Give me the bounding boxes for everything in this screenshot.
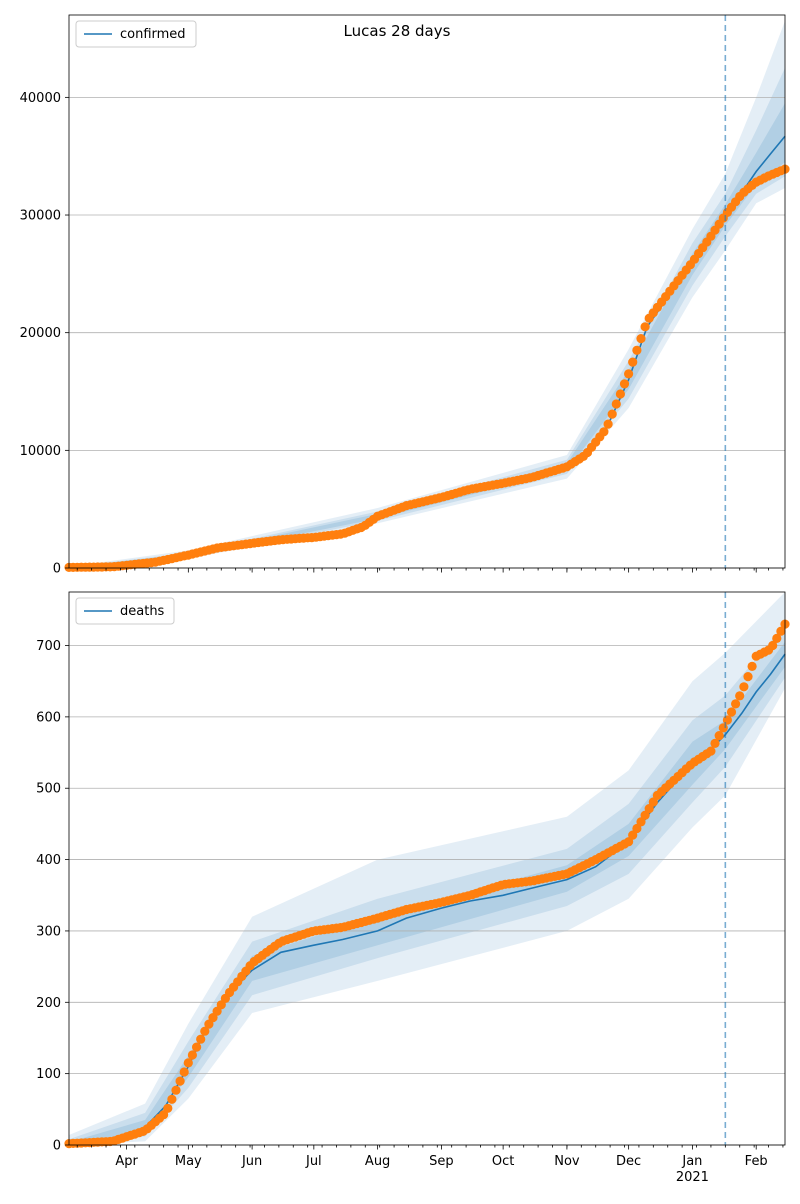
confirmed-legend: confirmed [75,20,197,48]
observed-point [615,389,626,399]
deaths-panel: 0 100 200 300 400 500 600 700 Apr May Jun Jul Aug Sep… [36,591,790,1185]
observed-point [628,830,638,840]
observed-point [636,334,646,344]
y-tick-label: 20000 [20,326,61,341]
x-tick-label: Dec [616,1154,641,1169]
deaths-observed-points [64,619,790,1149]
x-year-label: 2021 [676,1170,709,1185]
observed-point [714,731,724,741]
y-tick-label: 40000 [20,91,61,106]
x-tick-label: Jul [305,1154,322,1169]
observed-point [768,640,778,651]
x-tick-label: Sep [429,1154,454,1169]
observed-point [640,810,650,820]
observed-point [611,399,621,409]
observed-point [187,1050,197,1060]
observed-point [776,626,786,636]
y-tick-label: 500 [36,782,61,797]
y-tick-label: 0 [53,562,61,577]
observed-point [731,699,741,709]
observed-point [200,1026,210,1036]
observed-point [179,1067,189,1077]
x-tick-label: Nov [554,1154,580,1169]
observed-point [628,357,638,367]
observed-point [163,1103,173,1113]
observed-point [196,1034,206,1044]
chart-title: Lucas 28 days [344,22,451,40]
observed-point [183,1058,193,1068]
y-tick-label: 700 [36,639,61,654]
outer-credible-band [69,592,785,1145]
observed-point [718,723,728,733]
observed-point [607,409,617,419]
plot-frame [68,14,786,569]
y-tick-label: 10000 [20,444,61,459]
observed-point [735,691,745,701]
observed-point [648,797,658,807]
legend-label-confirmed: confirmed [120,27,186,42]
y-tick-label: 600 [36,710,61,725]
observed-point [726,707,737,717]
observed-point [624,369,634,379]
x-tick-label: Apr [115,1154,138,1169]
x-tick-label: Oct [492,1154,514,1169]
observed-point [710,738,720,749]
deaths-legend: deaths [75,597,175,625]
observed-point [772,633,782,644]
observed-point [739,682,749,692]
observed-point [603,419,613,429]
x-tick-label: Jan [681,1154,702,1169]
observed-point [743,672,753,682]
observed-point [644,804,654,814]
x-tick-label: May [175,1154,202,1169]
y-tick-label: 30000 [20,209,61,224]
observed-point [632,823,642,834]
observed-point [632,345,642,355]
deaths-axes: 0 100 200 300 400 500 600 700 Apr May Jun Jul Aug Sep… [36,591,786,1185]
x-tick-label: Feb [745,1154,768,1169]
confirmed-observed-points [64,164,790,573]
observed-point [640,322,650,332]
plot-frame [68,591,786,1146]
observed-point [747,661,757,672]
observed-point [706,746,716,756]
deaths-uncertainty-bands [69,592,785,1145]
y-tick-label: 300 [36,924,61,939]
observed-point [722,715,733,725]
legend-label-deaths: deaths [120,604,165,619]
observed-point [624,837,634,847]
x-tick-label: Aug [365,1154,390,1169]
y-tick-label: 200 [36,996,61,1011]
y-tick-label: 0 [53,1139,61,1154]
observed-point [175,1076,185,1086]
y-tick-label: 400 [36,853,61,868]
x-tick-label: Jun [241,1154,262,1169]
confirmed-axes: 0 10000 20000 30000 40000 [20,14,786,577]
confirmed-panel: 0 10000 20000 30000 40000 Lucas 28 days conf… [20,14,790,577]
y-tick-label: 100 [36,1067,61,1082]
observed-point [599,427,609,437]
observed-point [192,1042,202,1052]
observed-point [636,817,646,827]
observed-point [619,379,630,389]
observed-point [171,1085,181,1095]
observed-point [167,1094,177,1104]
